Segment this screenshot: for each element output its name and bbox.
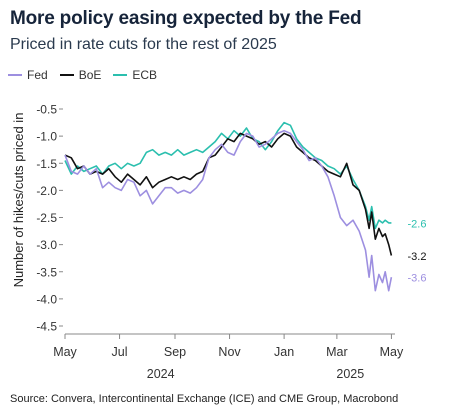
y-tick-label: -0.5 <box>36 103 57 117</box>
series-line-fed <box>64 129 393 292</box>
y-tick-label: -1.5 <box>36 157 57 171</box>
x-tick-label: Mar <box>326 345 348 359</box>
end-label-fed: -3.6 <box>408 273 427 285</box>
y-axis-label: Number of hikes/cuts priced in <box>11 113 26 288</box>
x-year-label: 2025 <box>336 367 364 381</box>
y-tick-label: -3.0 <box>36 238 57 252</box>
x-year-label: 2024 <box>147 367 175 381</box>
y-tick-label: -3.5 <box>36 265 57 279</box>
y-tick-label: -1.0 <box>36 130 57 144</box>
legend-swatch-boe <box>59 74 74 76</box>
y-tick-label: -2.5 <box>36 211 57 225</box>
legend-item-ecb: ECB <box>113 68 157 82</box>
end-label-ecb: -2.6 <box>408 218 427 230</box>
legend-label-boe: BoE <box>78 68 102 82</box>
y-tick-label: -4.5 <box>36 320 57 334</box>
legend-label-ecb: ECB <box>132 68 158 82</box>
legend: Fed BoE ECB <box>8 68 157 82</box>
legend-swatch-ecb <box>113 74 128 76</box>
series-layer <box>64 121 393 292</box>
axes: -0.5 -1.0 -1.5 -2.0 -2.5 -3.0 -3.5 -4.0 -4.5 May J… <box>36 103 404 382</box>
x-tick-label: Nov <box>218 345 241 359</box>
source-note: Source: Convera, Intercontinental Exchan… <box>10 393 399 405</box>
chart-title: More policy easing expected by the Fed <box>10 8 362 29</box>
legend-item-fed: Fed <box>8 68 48 82</box>
legend-item-boe: BoE <box>59 68 102 82</box>
legend-swatch-fed <box>8 74 22 76</box>
x-tick-label: Sep <box>164 345 186 359</box>
chart-subtitle: Priced in rate cuts for the rest of 2025 <box>10 36 277 53</box>
series-line-ecb <box>64 121 392 230</box>
series-line-boe <box>64 132 393 256</box>
end-labels: -3.6 -3.2 -2.6 <box>408 218 427 284</box>
y-tick-label: -4.0 <box>36 292 57 306</box>
x-tick-label: May <box>380 345 404 359</box>
x-tick-label: Jan <box>274 345 294 359</box>
end-label-boe: -3.2 <box>408 251 427 263</box>
y-tick-label: -2.0 <box>36 184 57 198</box>
x-tick-label: Jul <box>112 345 128 359</box>
legend-label-fed: Fed <box>27 68 48 82</box>
x-tick-label: May <box>53 345 77 359</box>
